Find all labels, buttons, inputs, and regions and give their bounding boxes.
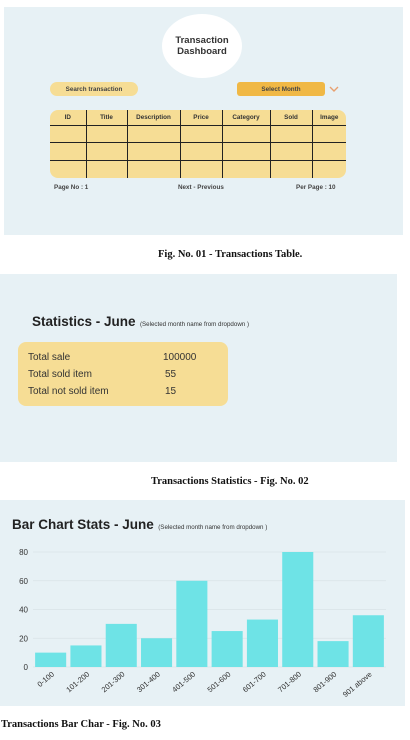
x-tick-label: 101-200 xyxy=(64,670,91,695)
stat-label: Total sold item xyxy=(28,369,92,380)
table-cell xyxy=(126,160,180,178)
x-tick-label: 701-800 xyxy=(276,670,303,695)
table-cell xyxy=(126,142,180,161)
table-cell xyxy=(50,125,86,144)
y-tick-label: 80 xyxy=(19,548,28,557)
column-header: ID xyxy=(50,110,86,126)
table-cell xyxy=(269,160,312,178)
y-tick-label: 20 xyxy=(19,634,28,643)
stat-value: 15 xyxy=(165,386,177,397)
bar-chart-figure: Bar Chart Stats - June (Selected month n… xyxy=(0,500,405,706)
x-tick-label: 901 above xyxy=(341,670,374,699)
transactions-table: ID Title Description Price Category Sold Image xyxy=(50,110,346,178)
table-cell xyxy=(311,142,346,161)
transactions-table-figure: Transaction Dashboard Search transaction… xyxy=(4,7,403,235)
statistics-box: Total sale 100000 Total sold item 55 Tot… xyxy=(18,342,228,406)
x-tick-label: 801-900 xyxy=(311,670,338,695)
bar-chart-title: Bar Chart Stats - June (Selected month n… xyxy=(12,516,267,534)
stat-label: Total sale xyxy=(28,352,71,363)
statistics-note: (Selected month name from dropdown ) xyxy=(139,321,250,328)
table-row xyxy=(50,160,346,178)
x-tick-label: 501-600 xyxy=(206,670,233,695)
column-header: Sold xyxy=(269,110,312,126)
bar xyxy=(35,652,67,667)
table-cell xyxy=(126,125,180,144)
bar xyxy=(211,631,243,667)
y-tick-label: 60 xyxy=(19,577,28,586)
x-tick-label: 401-500 xyxy=(170,670,197,695)
x-tick-label: 0-100 xyxy=(35,670,55,689)
stat-label: Total not sold item xyxy=(28,386,109,397)
chevron-down-icon[interactable] xyxy=(328,84,340,94)
statistics-figure: Statistics - June (Selected month name f… xyxy=(0,274,397,462)
statistics-title-text: Statistics - June xyxy=(32,314,136,329)
table-cell xyxy=(269,142,312,161)
bar xyxy=(352,615,384,667)
table-cell xyxy=(221,125,270,144)
table-cell xyxy=(85,160,127,178)
per-page: Per Page : 10 xyxy=(296,184,336,191)
bar-chart: 0 20 40 60 80 0-100 101-200 201-300 301-400 401-5… xyxy=(19,548,386,699)
page-number: Page No : 1 xyxy=(54,184,89,191)
x-tick-label: 301-400 xyxy=(135,670,162,695)
pager-links[interactable]: Next - Previous xyxy=(178,184,224,191)
table-cell xyxy=(50,160,86,178)
dashboard-title-line1: Transaction xyxy=(175,35,229,46)
table-cell xyxy=(179,142,222,161)
column-header: Category xyxy=(221,110,270,126)
table-cell xyxy=(311,125,346,144)
y-tick-label: 40 xyxy=(19,606,28,615)
figure-caption-3: Transactions Bar Char - Fig. No. 03 xyxy=(1,719,161,730)
bar xyxy=(317,641,349,667)
table-cell xyxy=(221,142,270,161)
table-cell xyxy=(311,160,346,178)
figure-caption-2: Transactions Statistics - Fig. No. 02 xyxy=(151,476,309,487)
bar xyxy=(246,619,278,667)
column-header: Price xyxy=(179,110,222,126)
dashboard-title-line2: Dashboard xyxy=(177,46,227,57)
stat-value: 100000 xyxy=(163,352,197,363)
table-cell xyxy=(269,125,312,144)
column-header: Title xyxy=(85,110,127,126)
bar xyxy=(105,623,137,667)
table-row xyxy=(50,125,346,144)
bar-chart-title-text: Bar Chart Stats - June xyxy=(12,517,154,532)
column-header: Image xyxy=(311,110,346,126)
table-cell xyxy=(179,160,222,178)
dashboard-title: Transaction Dashboard xyxy=(162,14,242,78)
bar xyxy=(282,552,314,667)
bar xyxy=(141,638,173,667)
stat-value: 55 xyxy=(165,369,177,380)
table-cell xyxy=(179,125,222,144)
x-tick-label: 201-300 xyxy=(100,670,127,695)
table-row xyxy=(50,142,346,161)
bar-chart-note: (Selected month name from dropdown ) xyxy=(158,524,268,531)
table-cell xyxy=(50,142,86,161)
month-select[interactable]: Select Month xyxy=(237,82,325,96)
bar xyxy=(70,645,102,667)
statistics-title: Statistics - June (Selected month name f… xyxy=(32,313,249,331)
table-cell xyxy=(85,125,127,144)
search-input[interactable]: Search transaction xyxy=(50,82,138,96)
x-tick-label: 601-700 xyxy=(241,670,268,695)
figure-caption-1: Fig. No. 01 - Transactions Table. xyxy=(158,249,303,260)
y-tick-label: 0 xyxy=(24,663,29,672)
table-cell xyxy=(85,142,127,161)
table-cell xyxy=(221,160,270,178)
bar xyxy=(176,580,208,667)
column-header: Description xyxy=(126,110,180,126)
